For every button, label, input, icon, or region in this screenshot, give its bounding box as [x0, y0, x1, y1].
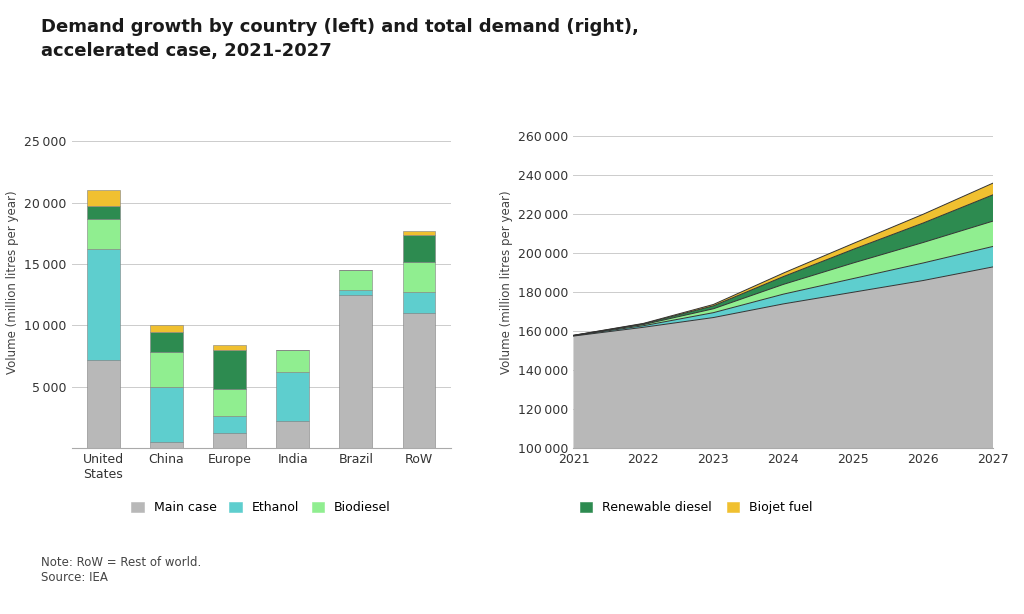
Bar	[150, 387, 183, 442]
Bar	[402, 292, 435, 313]
Bar	[213, 389, 246, 416]
Bar	[213, 416, 246, 433]
Bar	[276, 421, 309, 448]
Legend: Renewable diesel, Biojet fuel: Renewable diesel, Biojet fuel	[580, 501, 813, 514]
Bar	[150, 442, 183, 448]
Y-axis label: Volume (million litres per year): Volume (million litres per year)	[500, 190, 513, 375]
Bar	[402, 231, 435, 235]
Bar	[339, 295, 373, 448]
Bar	[87, 219, 120, 249]
Bar	[87, 206, 120, 219]
Bar	[213, 345, 246, 350]
Text: Note: RoW = Rest of world.
Source: IEA: Note: RoW = Rest of world. Source: IEA	[41, 556, 201, 584]
Bar	[276, 350, 309, 372]
Bar	[402, 262, 435, 292]
Bar	[150, 325, 183, 332]
Y-axis label: Volume (million litres per year): Volume (million litres per year)	[6, 190, 18, 375]
Bar	[150, 332, 183, 352]
Text: Demand growth by country (left) and total demand (right),
accelerated case, 2021: Demand growth by country (left) and tota…	[41, 18, 639, 60]
Bar	[402, 235, 435, 262]
Bar	[87, 249, 120, 360]
Bar	[150, 352, 183, 387]
Bar	[87, 360, 120, 448]
Bar	[339, 270, 373, 290]
Legend: Main case, Ethanol, Biodiesel: Main case, Ethanol, Biodiesel	[131, 501, 391, 514]
Bar	[402, 313, 435, 448]
Bar	[339, 290, 373, 295]
Bar	[276, 372, 309, 421]
Bar	[213, 350, 246, 389]
Bar	[213, 433, 246, 448]
Bar	[87, 190, 120, 206]
